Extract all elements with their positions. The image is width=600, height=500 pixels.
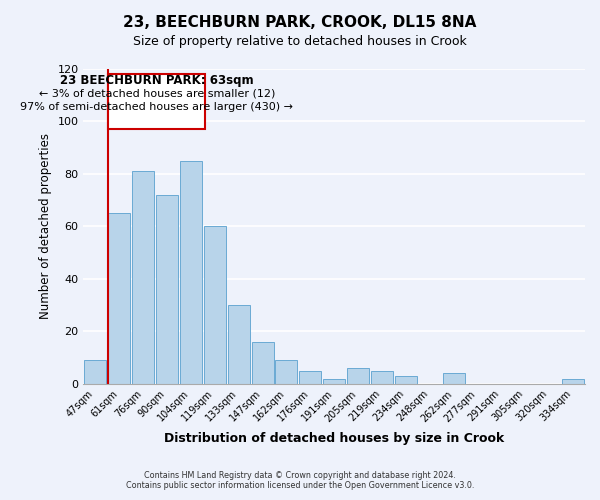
Text: Size of property relative to detached houses in Crook: Size of property relative to detached ho… — [133, 35, 467, 48]
Bar — [156, 195, 178, 384]
Y-axis label: Number of detached properties: Number of detached properties — [39, 134, 52, 320]
Text: Contains HM Land Registry data © Crown copyright and database right 2024.
Contai: Contains HM Land Registry data © Crown c… — [126, 470, 474, 490]
Bar — [85, 360, 106, 384]
Bar — [227, 305, 250, 384]
Bar — [347, 368, 369, 384]
Text: 23, BEECHBURN PARK, CROOK, DL15 8NA: 23, BEECHBURN PARK, CROOK, DL15 8NA — [124, 15, 476, 30]
Bar — [562, 378, 584, 384]
Bar — [299, 370, 322, 384]
Text: 97% of semi-detached houses are larger (430) →: 97% of semi-detached houses are larger (… — [20, 102, 293, 112]
Bar — [180, 161, 202, 384]
Bar — [275, 360, 298, 384]
FancyBboxPatch shape — [109, 74, 205, 130]
Bar — [204, 226, 226, 384]
X-axis label: Distribution of detached houses by size in Crook: Distribution of detached houses by size … — [164, 432, 505, 445]
Bar — [132, 172, 154, 384]
Bar — [443, 374, 464, 384]
Bar — [371, 370, 393, 384]
Bar — [323, 378, 345, 384]
Bar — [395, 376, 417, 384]
Text: ← 3% of detached houses are smaller (12): ← 3% of detached houses are smaller (12) — [38, 89, 275, 99]
Bar — [108, 214, 130, 384]
Bar — [251, 342, 274, 384]
Text: 23 BEECHBURN PARK: 63sqm: 23 BEECHBURN PARK: 63sqm — [60, 74, 254, 88]
